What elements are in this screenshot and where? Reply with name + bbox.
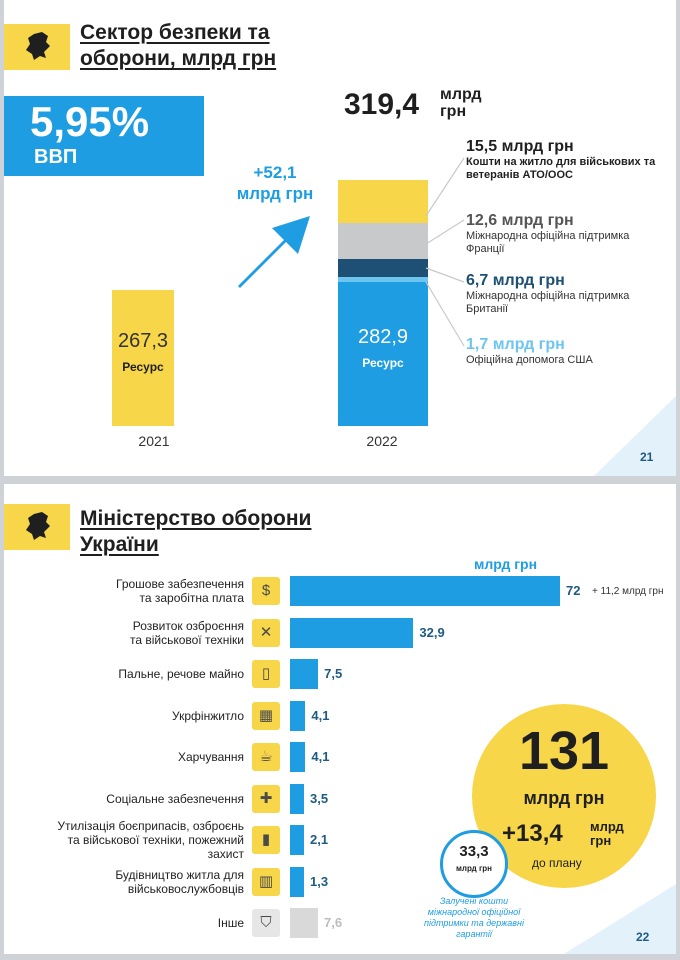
hbar-value: 2,1 — [310, 832, 329, 847]
extinguisher-icon: ▮ — [252, 826, 280, 854]
hbar-value: 7,6 — [324, 915, 343, 930]
hbar — [290, 659, 319, 689]
ukraine-map-icon — [26, 512, 50, 540]
component-france: 12,6 млрд грн Міжнародна офіційна підтри… — [466, 212, 666, 256]
connector-lines — [425, 157, 465, 347]
hbar — [290, 908, 318, 938]
total-unit: млрд грн — [440, 86, 482, 120]
total-value: 131 — [518, 721, 610, 781]
component-value: 15,5 млрд грн — [466, 138, 574, 155]
bar-segment-1-2022 — [338, 179, 428, 224]
food-icon: ☕ — [252, 743, 280, 771]
slide-title: Сектор безпеки та оборони, млрд грн — [80, 21, 277, 70]
category-label: Соціальне забезпечення — [106, 791, 244, 806]
category-label: Інше — [217, 916, 244, 930]
ukraine-map-logo — [4, 504, 70, 550]
hbar — [290, 700, 306, 731]
attracted-note: Залучені кошти міжнародної офіційної під… — [424, 896, 524, 939]
weapons-icon: ✕ — [252, 618, 280, 647]
slide-title: Міністерство оборони України — [80, 507, 312, 556]
bar-segment-3-2022 — [338, 258, 428, 278]
attracted-value: 33,3 — [459, 843, 489, 860]
x-tick-2022: 2022 — [366, 433, 398, 449]
bar-resource-2021: 267,3 Ресурс — [112, 290, 174, 426]
attracted-circle: 33,3 млрд грн — [440, 830, 508, 898]
housing-icon: ▦ — [252, 701, 280, 730]
gdp-box: 5,95% ВВП — [4, 96, 204, 176]
page-number: 22 — [636, 930, 650, 944]
shield-icon: ⛉ — [252, 909, 280, 937]
bar-series-label: Ресурс — [362, 356, 404, 371]
component-desc: Міжнародна офіційна підтримка Британії — [466, 290, 630, 315]
bar-series-label: Ресурс — [122, 360, 164, 374]
component-value: 6,7 млрд грн — [466, 272, 565, 289]
hbar-value: 32,9 — [419, 624, 445, 640]
total-unit: млрд грн — [523, 788, 605, 808]
hbar — [290, 576, 560, 606]
hbar-value: 1,3 — [310, 873, 329, 889]
component-desc: Офіційна допомога США — [466, 354, 593, 366]
category-label: Розвиток озброєння та військової техніки — [129, 618, 244, 647]
category-label: Харчування — [177, 750, 244, 764]
plus-unit: млрд грн — [590, 819, 624, 848]
bar-value-label: 267,3 — [117, 330, 169, 352]
building-icon: ▥ — [252, 867, 280, 896]
hbar-value: 72 — [566, 583, 581, 598]
hbar — [290, 866, 304, 897]
bar-value-label: 282,9 — [357, 326, 409, 349]
x-tick-2021: 2021 — [138, 433, 170, 449]
page-number: 21 — [640, 450, 654, 464]
hbar — [290, 617, 414, 648]
increase-label: +52,1 млрд грн — [236, 163, 314, 203]
social-icon: ✚ — [252, 784, 280, 813]
ukraine-map-icon — [26, 32, 50, 60]
bar-resource-2022: 282,9 Ресурс — [338, 282, 428, 426]
component-usa: 1,7 млрд грн Офіційна допомога США — [466, 336, 666, 367]
plus-value: +13,4 — [502, 820, 563, 847]
plan-label: до плану — [532, 856, 582, 870]
category-label: Утилізація боєприпасів, озброєнь та війс… — [57, 819, 244, 861]
up-arrow-icon — [238, 216, 310, 288]
gdp-value: 5,95% — [30, 98, 150, 145]
unit-label: млрд грн — [474, 556, 538, 572]
bar-segment-2-2022 — [338, 223, 428, 259]
component-desc: Міжнародна офіційна підтримка Франції — [466, 230, 630, 255]
hbar-value: 7,5 — [324, 666, 343, 681]
corner-decoration — [564, 884, 676, 954]
slide-ministry-of-defence: Міністерство оборони України млрд грн Гр… — [4, 484, 676, 954]
hbar — [290, 783, 304, 814]
category-label: Грошове забезпечення та заробітна плата — [116, 577, 244, 605]
component-desc: Кошти на житло для військових та ветеран… — [466, 156, 656, 181]
hbar-note: + 11,2 млрд грн — [592, 586, 664, 597]
hbar — [290, 825, 304, 855]
component-value: 1,7 млрд грн — [466, 336, 565, 353]
corner-decoration — [594, 396, 676, 476]
category-label: Укрфінжитло — [172, 708, 244, 723]
hbar-value: 4,1 — [311, 707, 330, 723]
component-value: 12,6 млрд грн — [466, 212, 574, 229]
category-label: Пальне, речове майно — [118, 667, 244, 681]
hbar-value: 4,1 — [311, 749, 330, 764]
coins-icon: $ — [252, 577, 280, 605]
component-housing: 15,5 млрд грн Кошти на житло для військо… — [466, 138, 666, 182]
fuel-can-icon: ▯ — [252, 660, 280, 688]
gdp-label: ВВП — [34, 146, 78, 168]
slide-security-sector: Сектор безпеки та оборони, млрд грн 5,95… — [4, 0, 676, 476]
component-britain: 6,7 млрд грн Міжнародна офіційна підтрим… — [466, 272, 666, 316]
attracted-unit: млрд грн — [455, 864, 493, 873]
bar-segment-4-2022 — [338, 277, 428, 283]
ukraine-map-logo — [4, 24, 70, 70]
total-value: 319,4 — [344, 88, 420, 121]
hbar-value: 3,5 — [310, 790, 329, 806]
hbar — [290, 742, 306, 772]
category-label: Будівництво житла для військовослужбовці… — [115, 867, 244, 896]
